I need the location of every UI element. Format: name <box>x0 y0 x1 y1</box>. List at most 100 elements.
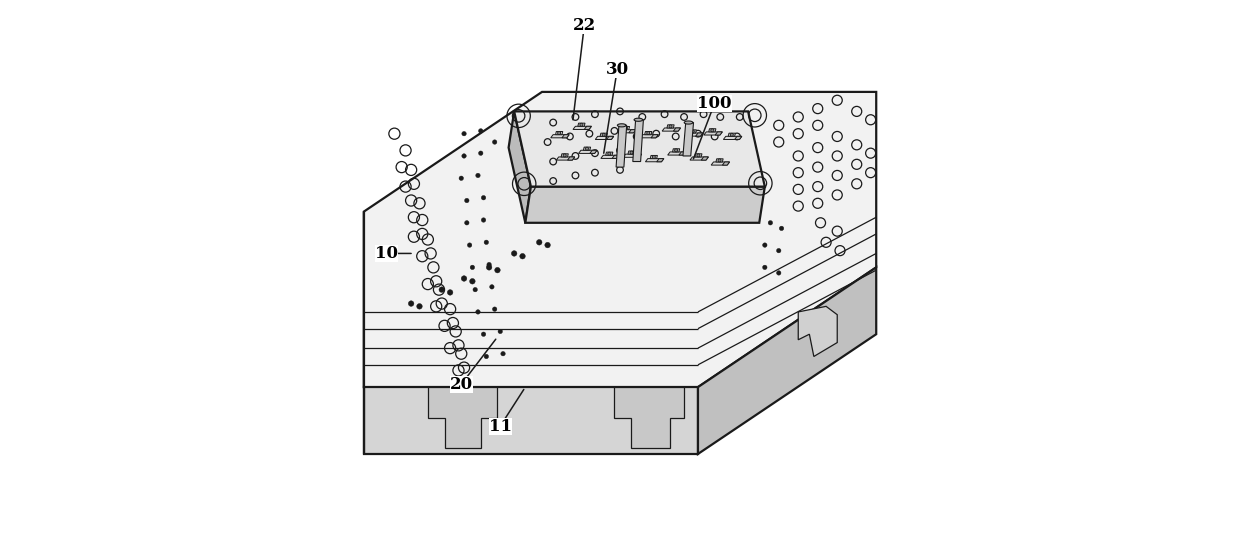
Circle shape <box>647 131 650 135</box>
Ellipse shape <box>618 124 626 127</box>
Circle shape <box>544 242 551 248</box>
Circle shape <box>448 290 453 295</box>
Polygon shape <box>508 111 531 223</box>
Polygon shape <box>629 130 636 133</box>
Polygon shape <box>651 135 658 138</box>
Circle shape <box>476 310 480 314</box>
Polygon shape <box>601 155 619 158</box>
Polygon shape <box>689 157 708 160</box>
Circle shape <box>481 196 486 200</box>
Polygon shape <box>583 147 590 150</box>
Circle shape <box>492 307 497 311</box>
Polygon shape <box>667 125 675 128</box>
Circle shape <box>479 151 482 155</box>
Polygon shape <box>595 136 614 139</box>
Circle shape <box>608 152 611 155</box>
Circle shape <box>585 147 589 150</box>
Polygon shape <box>363 387 698 454</box>
Polygon shape <box>689 130 697 133</box>
Polygon shape <box>600 133 608 136</box>
Text: 11: 11 <box>489 418 512 434</box>
Polygon shape <box>728 133 735 136</box>
Circle shape <box>779 226 784 231</box>
Polygon shape <box>709 129 715 132</box>
Circle shape <box>492 140 497 144</box>
Polygon shape <box>640 135 658 138</box>
Polygon shape <box>605 152 613 155</box>
Ellipse shape <box>634 118 642 121</box>
Circle shape <box>481 332 486 336</box>
Polygon shape <box>573 126 591 129</box>
Polygon shape <box>650 155 657 159</box>
Polygon shape <box>672 149 680 152</box>
Polygon shape <box>551 135 569 138</box>
Circle shape <box>692 130 694 133</box>
Polygon shape <box>627 151 635 154</box>
Circle shape <box>498 329 502 334</box>
Polygon shape <box>698 267 877 454</box>
Polygon shape <box>645 159 663 162</box>
Polygon shape <box>556 131 563 135</box>
Polygon shape <box>578 123 585 126</box>
Circle shape <box>776 248 781 253</box>
Polygon shape <box>723 162 729 165</box>
Polygon shape <box>645 131 652 135</box>
Polygon shape <box>606 136 614 139</box>
Circle shape <box>776 271 781 275</box>
Circle shape <box>501 351 505 356</box>
Text: 100: 100 <box>697 95 732 111</box>
Circle shape <box>479 129 482 133</box>
Circle shape <box>537 240 542 245</box>
Polygon shape <box>701 157 708 160</box>
Polygon shape <box>557 157 574 160</box>
Polygon shape <box>632 120 644 162</box>
Circle shape <box>470 278 475 284</box>
Circle shape <box>408 301 414 306</box>
Polygon shape <box>715 132 723 135</box>
Circle shape <box>718 159 720 162</box>
Circle shape <box>465 198 469 203</box>
Polygon shape <box>579 150 596 153</box>
Circle shape <box>768 221 773 225</box>
Polygon shape <box>560 154 568 157</box>
Polygon shape <box>723 136 742 139</box>
Polygon shape <box>684 133 703 136</box>
Polygon shape <box>526 187 765 223</box>
Polygon shape <box>799 306 837 356</box>
Circle shape <box>484 240 489 245</box>
Circle shape <box>495 267 500 273</box>
Polygon shape <box>624 154 641 157</box>
Text: 22: 22 <box>573 17 596 33</box>
Circle shape <box>675 149 677 152</box>
Circle shape <box>476 173 480 178</box>
Polygon shape <box>696 133 703 136</box>
Circle shape <box>603 133 605 136</box>
Circle shape <box>461 154 466 158</box>
Circle shape <box>461 131 466 136</box>
Polygon shape <box>694 154 702 157</box>
Circle shape <box>763 243 768 247</box>
Circle shape <box>472 287 477 292</box>
Circle shape <box>470 265 475 270</box>
Polygon shape <box>683 123 693 156</box>
Polygon shape <box>363 92 877 387</box>
Polygon shape <box>711 162 729 165</box>
Polygon shape <box>616 125 626 167</box>
Polygon shape <box>590 150 596 153</box>
Text: 30: 30 <box>605 61 629 78</box>
Text: 10: 10 <box>374 245 398 262</box>
Circle shape <box>417 304 423 309</box>
Polygon shape <box>562 135 569 138</box>
Polygon shape <box>618 130 636 133</box>
Circle shape <box>520 253 526 259</box>
Circle shape <box>563 154 567 157</box>
Circle shape <box>625 126 627 130</box>
Circle shape <box>467 243 472 247</box>
Polygon shape <box>667 152 686 155</box>
Polygon shape <box>613 155 619 158</box>
Ellipse shape <box>684 121 693 124</box>
Circle shape <box>487 262 491 267</box>
Polygon shape <box>615 387 684 448</box>
Text: 20: 20 <box>450 376 472 393</box>
Circle shape <box>459 176 464 180</box>
